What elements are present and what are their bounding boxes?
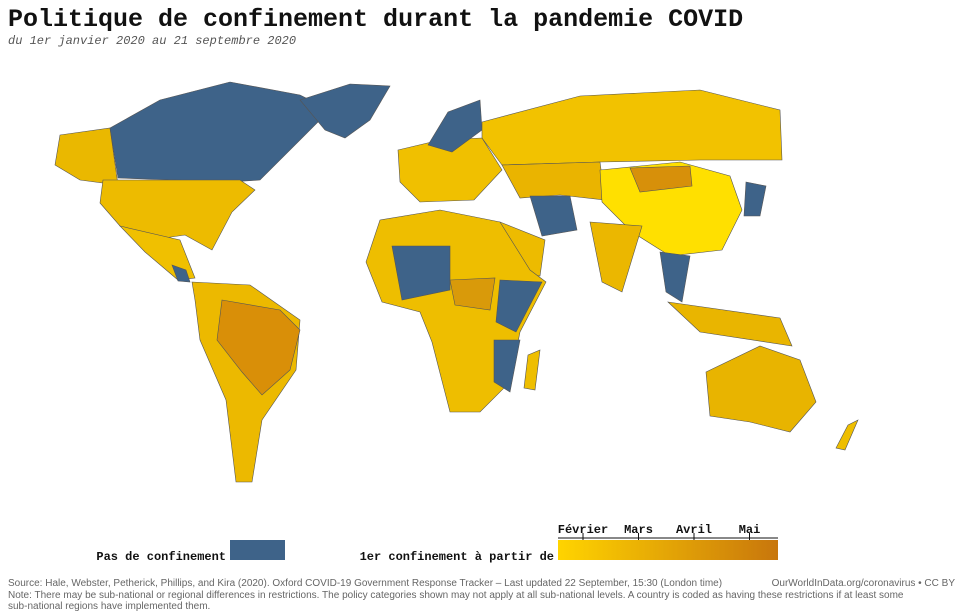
title: Politique de confinement durant la pande… — [8, 5, 743, 34]
legend-month: Mars — [624, 523, 653, 537]
indonesia — [667, 301, 793, 347]
subtitle: du 1er janvier 2020 au 21 septembre 2020 — [8, 34, 296, 48]
central-africa — [449, 277, 496, 311]
legend: Pas de confinement 1er confinement à par… — [96, 523, 778, 564]
credit: OurWorldInData.org/coronavirus • CC BY — [772, 578, 956, 589]
legend-swatch — [230, 540, 285, 560]
india — [589, 221, 643, 293]
canada — [109, 81, 331, 183]
russia — [481, 89, 783, 166]
madagascar — [523, 349, 541, 391]
japan — [743, 181, 767, 217]
mongolia — [629, 165, 693, 193]
thailand — [659, 251, 691, 303]
legend-label: 1er confinement à partir de — [360, 550, 554, 564]
west-africa — [391, 245, 451, 301]
australia — [705, 345, 817, 433]
central-asia — [501, 161, 606, 201]
world-map — [54, 81, 859, 483]
mozambique — [493, 339, 521, 393]
legend-label: Pas de confinement — [96, 550, 226, 564]
note: Note: There may be sub-national or regio… — [8, 590, 904, 601]
legend-month: Février — [558, 523, 608, 537]
central-america-blue — [171, 264, 191, 283]
brazil — [216, 299, 301, 396]
note: sub-national regions have implemented th… — [8, 601, 210, 612]
iran — [529, 195, 578, 237]
legend-gradient — [558, 540, 778, 560]
new-zealand — [835, 419, 859, 451]
legend-month: Mai — [739, 523, 761, 537]
scandinavia — [427, 99, 483, 153]
legend-month: Avril — [676, 523, 712, 537]
greenland — [299, 83, 391, 139]
alaska — [54, 127, 119, 186]
source: Source: Hale, Webster, Petherick, Philli… — [8, 578, 722, 589]
east-africa — [495, 279, 543, 333]
